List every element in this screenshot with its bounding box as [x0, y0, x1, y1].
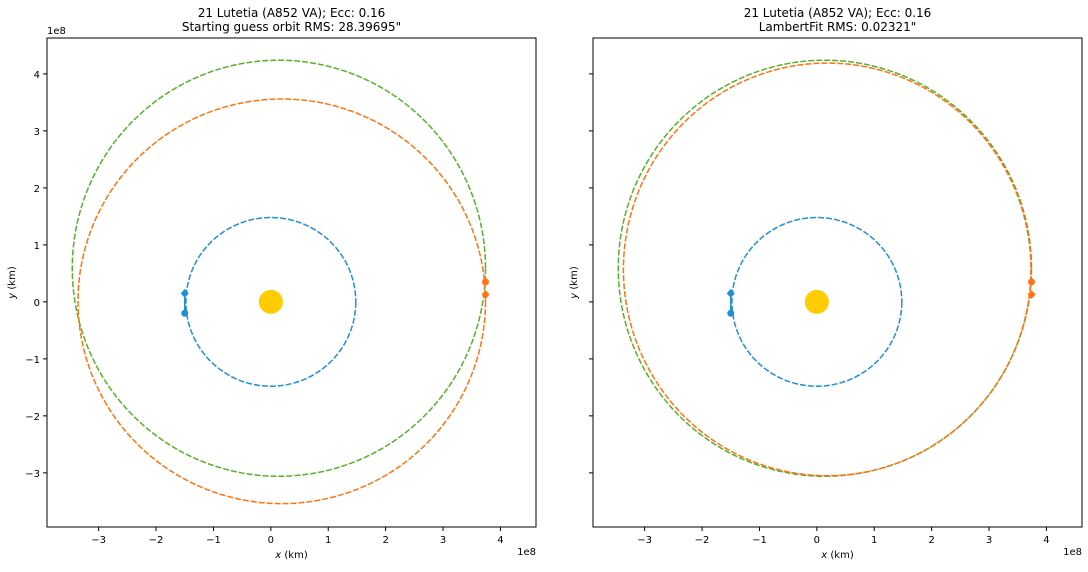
y-tick-label: 3 [34, 127, 40, 138]
x-tick-label: −2 [149, 535, 164, 546]
y-tick-label: 0 [34, 298, 40, 309]
y-var: y [7, 292, 18, 300]
y-axis-label: y (km) [569, 266, 580, 300]
chart-title: 21 Lutetia (A852 VA); Ecc: 0.16 [744, 6, 932, 20]
axes-frame [592, 37, 1083, 528]
marker-target-start [1027, 289, 1036, 299]
plot-area [617, 59, 1036, 478]
x-tick-label: 2 [928, 535, 934, 546]
sun-marker [804, 289, 829, 314]
chart-subtitle: Starting guess orbit RMS: 28.39695" [182, 20, 401, 34]
subplot-2: 21 Lutetia (A852 VA); Ecc: 0.16LambertFi… [569, 6, 1083, 561]
x-tick-label: 4 [497, 535, 503, 546]
x-tick-label: −3 [91, 535, 106, 546]
y-unit: (km) [7, 266, 18, 293]
x-axis-label: x (km) [274, 550, 308, 561]
x-tick-label: −3 [637, 535, 652, 546]
x-tick-label: −1 [752, 535, 767, 546]
marker-earth-end [727, 309, 735, 317]
x-var: x [274, 550, 281, 561]
chart-title: 21 Lutetia (A852 VA); Ecc: 0.16 [198, 6, 386, 20]
x-unit: (km) [281, 550, 308, 561]
x-axis-label: x (km) [820, 550, 854, 561]
x-tick-label: 1 [871, 535, 877, 546]
x-unit: (km) [827, 550, 854, 561]
orbit-target [71, 59, 487, 478]
x-var: x [820, 550, 827, 561]
marker-target-end [481, 278, 489, 286]
x-tick-label: 0 [268, 535, 274, 546]
marker-earth-start [726, 288, 735, 298]
y-tick-label: 2 [34, 184, 40, 195]
x-tick-label: 1 [325, 535, 331, 546]
y-tick-label: −3 [25, 469, 40, 480]
plot-area [71, 59, 490, 505]
sun-marker [258, 289, 283, 314]
marker-target-start [481, 289, 490, 299]
y-tick-label: 1 [34, 241, 40, 252]
x-offset-label: 1e8 [1063, 547, 1082, 558]
y-tick-label: −2 [25, 412, 40, 423]
orbit-fit [77, 98, 487, 505]
y-tick-label: 4 [34, 70, 40, 81]
x-tick-label: 0 [814, 535, 820, 546]
x-tick-label: 3 [440, 535, 446, 546]
axes-frame [46, 37, 537, 528]
orbit-fit [622, 62, 1032, 477]
marker-target-end [1027, 278, 1035, 286]
y-offset-label: 1e8 [47, 26, 66, 37]
orbit-earth [185, 216, 357, 387]
y-unit: (km) [569, 266, 580, 293]
y-var: y [569, 292, 580, 300]
x-tick-label: 3 [986, 535, 992, 546]
x-tick-label: 2 [382, 535, 388, 546]
subplot-1: 21 Lutetia (A852 VA); Ecc: 0.16Starting … [7, 6, 537, 561]
x-tick-label: 4 [1043, 535, 1049, 546]
y-tick-label: −1 [25, 355, 40, 366]
marker-earth-start [180, 288, 189, 298]
x-offset-label: 1e8 [517, 547, 536, 558]
orbit-earth [731, 216, 903, 387]
x-tick-label: −1 [206, 535, 221, 546]
chart-subtitle: LambertFit RMS: 0.02321" [759, 20, 917, 34]
y-axis-label: y (km) [7, 266, 18, 300]
marker-earth-end [181, 309, 189, 317]
x-tick-label: −2 [695, 535, 710, 546]
